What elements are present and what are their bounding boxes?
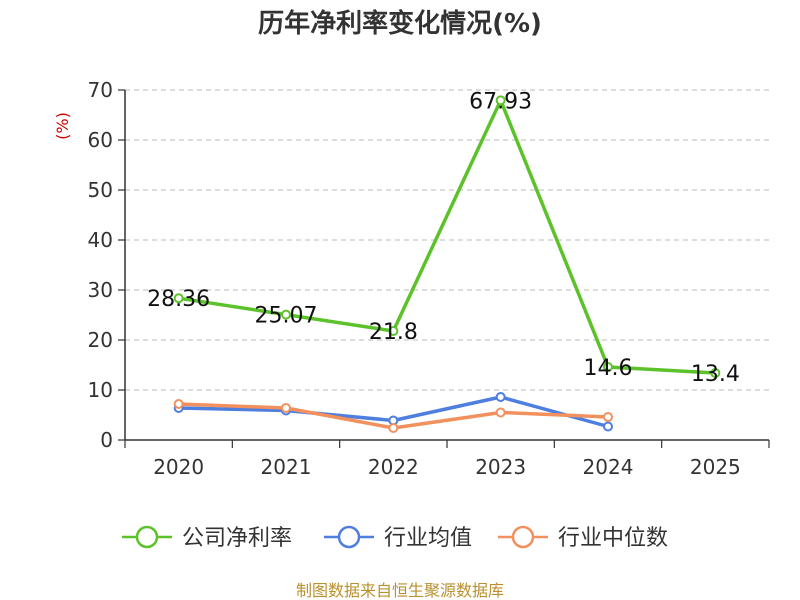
series-point-0-1: [281, 309, 291, 320]
axes: 0 10 20 30 40 50 60 70 2020 2021 2022 2023 2024 2025: [88, 78, 770, 479]
series-point-1-3: [495, 392, 506, 402]
series-line-0: [178, 98, 716, 375]
x-tick-label-2022: 2022: [368, 455, 419, 479]
y-tick-label-40: 40: [88, 228, 113, 252]
data-label-2022: 21.8: [369, 320, 418, 345]
y-tick-label-70: 70: [88, 78, 113, 102]
legend-marker-1: [337, 525, 361, 549]
y-tick-label-20: 20: [88, 328, 113, 352]
series-point-1-4: [603, 421, 613, 432]
series-point-0-4: [603, 362, 613, 372]
series-point-2-4: [603, 412, 613, 422]
series-point-0-5: [710, 368, 721, 378]
x-tick-label-2021: 2021: [261, 455, 312, 479]
legend-label-2: 行业中位数: [558, 526, 668, 551]
y-tick-label-60: 60: [88, 128, 113, 152]
y-tick-label-50: 50: [88, 178, 113, 202]
series-point-0-0: [173, 293, 184, 304]
source-note: 制图数据来自恒生聚源数据库: [296, 581, 504, 600]
data-label-2023: 67.93: [469, 89, 532, 114]
x-tick-label-2023: 2023: [475, 455, 526, 479]
series-point-2-0: [173, 399, 184, 409]
data-label-2020: 28.36: [147, 287, 210, 312]
data-label-2024: 14.6: [584, 356, 633, 381]
legend-label-0: 公司净利率: [182, 526, 292, 551]
y-tick-label-10: 10: [88, 378, 113, 402]
series-point-2-1: [281, 403, 291, 413]
x-tick-label-2024: 2024: [583, 455, 634, 479]
series-point-2-3: [495, 407, 506, 418]
x-tick-label-2025: 2025: [690, 455, 741, 479]
x-tick-label-2020: 2020: [153, 455, 204, 479]
series-lines: [173, 95, 721, 433]
data-labels: 28.36 25.07 21.8 67.93 14.6 13.4: [147, 89, 740, 387]
series-point-0-2: [388, 326, 399, 336]
data-label-2021: 25.07: [255, 304, 318, 329]
y-tick-label-30: 30: [88, 278, 113, 302]
legend-marker-2: [511, 525, 535, 549]
y-axis-label: (%): [53, 112, 72, 140]
data-label-2025: 13.4: [691, 362, 740, 387]
series-point-0-3: [495, 95, 506, 106]
y-tick-label-0: 0: [100, 428, 113, 452]
chart-title: 历年净利率变化情况(%): [258, 8, 542, 39]
legend-label-1: 行业均值: [384, 526, 472, 551]
grid-lines: [125, 89, 769, 391]
legend: 公司净利率 行业均值 行业中位数: [122, 525, 668, 551]
series-point-2-2: [388, 423, 399, 433]
legend-marker-0: [135, 525, 159, 549]
